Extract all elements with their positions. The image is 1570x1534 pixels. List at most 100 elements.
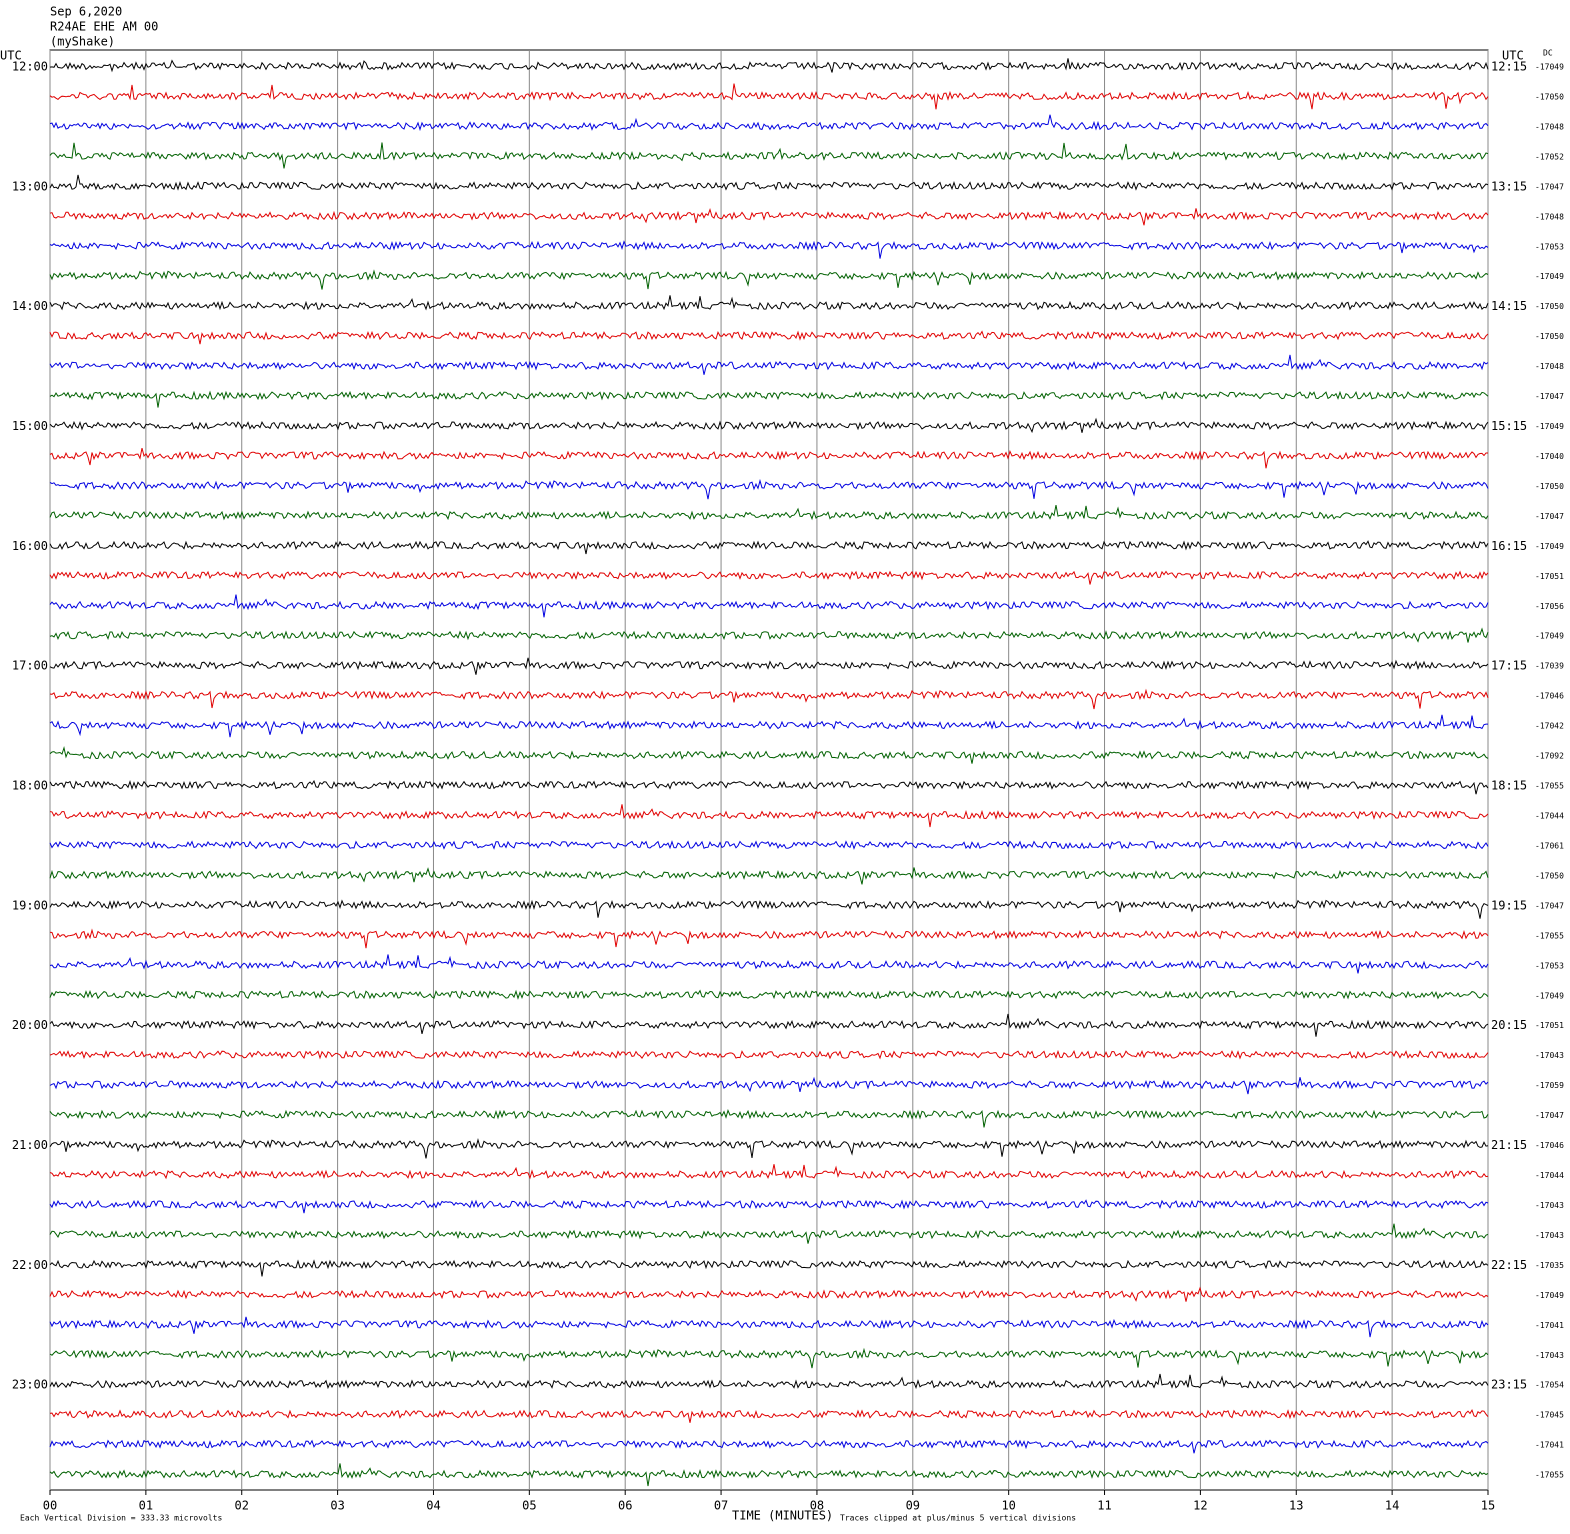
trace (49, 1286, 1489, 1302)
dc-value: -17039 (1535, 662, 1564, 671)
trace (49, 417, 1489, 434)
trace (49, 174, 1489, 191)
trace (49, 657, 1489, 675)
dc-value: -17047 (1535, 1111, 1564, 1120)
dc-value: -17049 (1535, 991, 1564, 1000)
scale-note: Each Vertical Division = 333.33 microvol… (20, 1514, 222, 1523)
dc-value: -17047 (1535, 182, 1564, 191)
x-tick-label: 04 (426, 1499, 440, 1513)
trace (49, 779, 1489, 795)
trace (49, 1463, 1489, 1487)
dc-value: -17049 (1535, 1291, 1564, 1300)
dc-value: -17051 (1535, 572, 1564, 581)
source-label: (myShake) (50, 35, 115, 49)
dc-value: -17053 (1535, 961, 1564, 970)
trace (49, 627, 1489, 643)
x-tick-label: 13 (1289, 1499, 1303, 1513)
trace (49, 1223, 1489, 1244)
dc-value: -17035 (1535, 1261, 1564, 1270)
right-time-label: 13:15 (1491, 179, 1527, 193)
dc-value: -17042 (1535, 722, 1564, 731)
right-time-label: 14:15 (1491, 299, 1527, 313)
x-axis-label: TIME (MINUTES) (732, 1509, 833, 1523)
trace (49, 447, 1488, 469)
dc-value: -17049 (1535, 632, 1564, 641)
trace (49, 390, 1489, 408)
trace (49, 269, 1489, 290)
dc-value: -17041 (1535, 1441, 1564, 1450)
traces (49, 58, 1489, 1487)
trace (49, 295, 1489, 311)
trace (49, 354, 1489, 375)
trace (49, 1259, 1489, 1277)
dc-value: -17050 (1535, 332, 1564, 341)
left-time-label: 20:00 (12, 1018, 48, 1032)
trace (49, 240, 1489, 259)
dc-value: -17047 (1535, 901, 1564, 910)
dc-value: -17043 (1535, 1231, 1564, 1240)
trace (49, 928, 1489, 949)
trace (49, 330, 1489, 345)
trace (49, 505, 1489, 521)
dc-label: DC (1543, 49, 1553, 58)
dc-value: -17048 (1535, 122, 1564, 131)
trace (49, 989, 1489, 1000)
x-tick-label: 03 (330, 1499, 344, 1513)
left-time-label: 15:00 (12, 419, 48, 433)
dc-value: -17044 (1535, 1171, 1564, 1180)
dc-value: -17059 (1535, 1081, 1564, 1090)
dc-value: -17048 (1535, 362, 1564, 371)
x-tick-label: 09 (906, 1499, 920, 1513)
left-time-label: 19:00 (12, 898, 48, 912)
left-time-label: 13:00 (12, 179, 48, 193)
x-tick-label: 10 (1001, 1499, 1015, 1513)
left-time-label: 21:00 (12, 1138, 48, 1152)
x-tick-label: 05 (522, 1499, 536, 1513)
left-time-label: 23:00 (12, 1378, 48, 1392)
right-time-label: 20:15 (1491, 1018, 1527, 1032)
dc-value: -17043 (1535, 1201, 1564, 1210)
left-time-label: 14:00 (12, 299, 48, 313)
right-axis-label: UTC (1502, 49, 1524, 63)
right-time-label: 22:15 (1491, 1258, 1527, 1272)
trace (49, 83, 1489, 110)
dc-value: -17045 (1535, 1411, 1564, 1420)
dc-value: -17053 (1535, 242, 1564, 251)
right-time-label: 21:15 (1491, 1138, 1527, 1152)
trace (49, 1076, 1489, 1095)
trace (49, 478, 1489, 500)
trace (49, 1109, 1489, 1128)
dc-value: -17056 (1535, 602, 1564, 611)
left-time-label: 22:00 (12, 1258, 48, 1272)
clip-note: Traces clipped at plus/minus 5 vertical … (840, 1514, 1076, 1523)
trace (49, 570, 1489, 585)
dc-value: -17044 (1535, 812, 1564, 821)
trace (49, 594, 1489, 618)
trace (49, 1199, 1489, 1214)
dc-value: -17050 (1535, 482, 1564, 491)
trace (49, 688, 1489, 710)
dc-value: -17052 (1535, 152, 1564, 161)
dc-value: -17049 (1535, 272, 1564, 281)
trace (49, 1409, 1489, 1423)
dc-value: -17061 (1535, 841, 1564, 850)
dc-value: -17055 (1535, 931, 1564, 940)
station-label: R24AE EHE AM 00 (50, 20, 158, 34)
trace (49, 1316, 1489, 1338)
dc-value: -17051 (1535, 1021, 1564, 1030)
dc-value: -17055 (1535, 1471, 1564, 1480)
x-tick-label: 15 (1481, 1499, 1495, 1513)
dc-value: -17043 (1535, 1351, 1564, 1360)
dc-value: -17092 (1535, 752, 1564, 761)
left-time-label: 18:00 (12, 779, 48, 793)
x-tick-label: 00 (43, 1499, 57, 1513)
dc-value: -17047 (1535, 512, 1564, 521)
dc-value: -17043 (1535, 1051, 1564, 1060)
right-time-label: 23:15 (1491, 1378, 1527, 1392)
dc-value: -17040 (1535, 452, 1564, 461)
trace (49, 804, 1489, 828)
x-tick-label: 06 (618, 1499, 632, 1513)
dc-value: -17049 (1535, 422, 1564, 431)
dc-value: -17049 (1535, 63, 1564, 72)
